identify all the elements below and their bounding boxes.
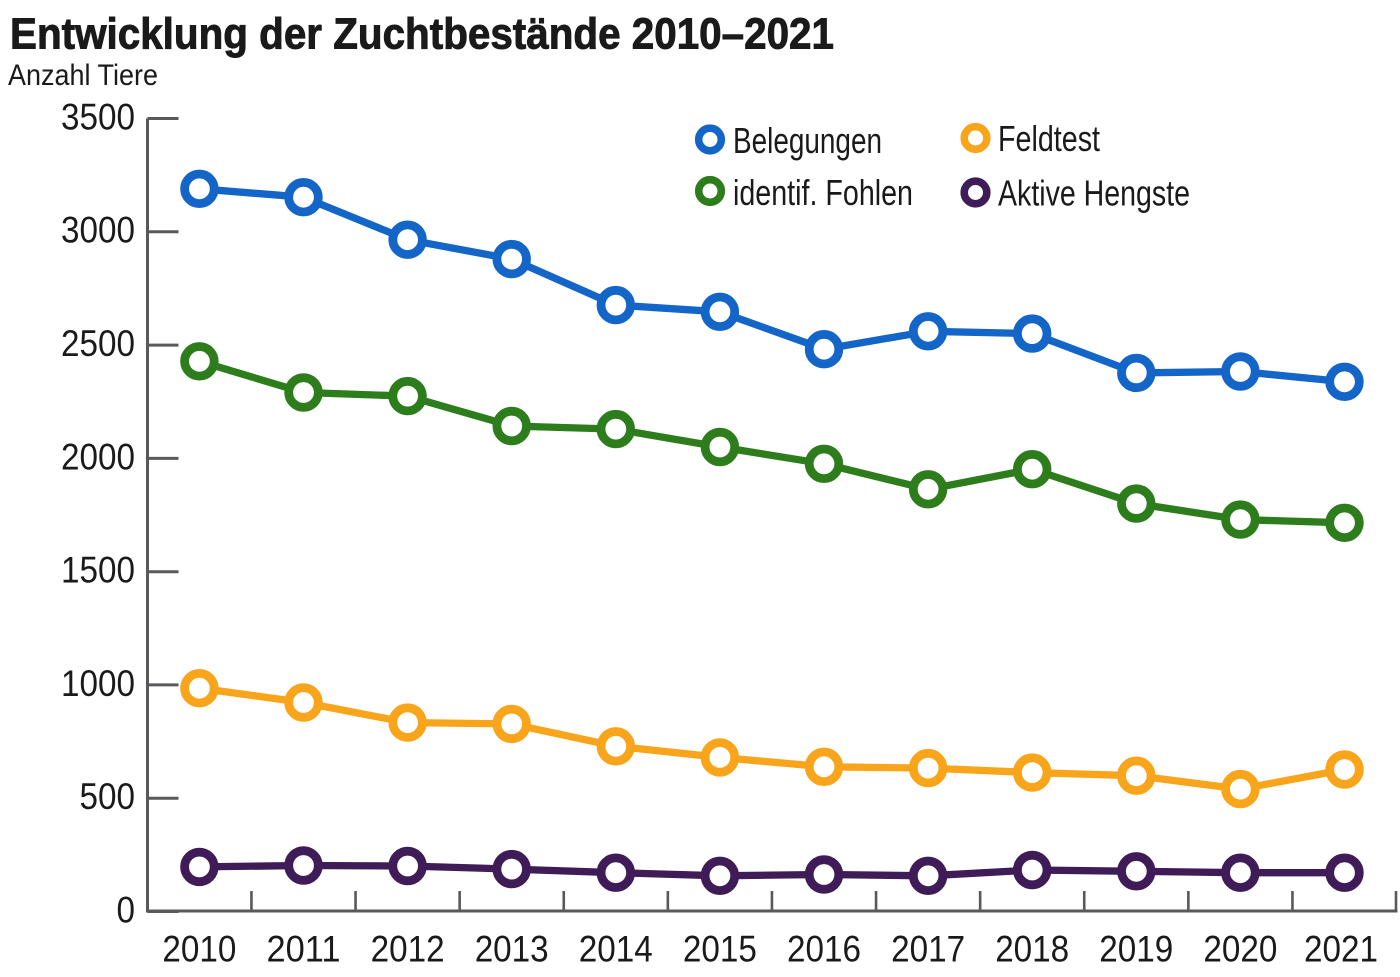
svg-text:2014: 2014 xyxy=(579,928,653,970)
svg-text:1000: 1000 xyxy=(61,663,135,704)
svg-text:0: 0 xyxy=(117,889,136,930)
svg-text:2013: 2013 xyxy=(475,928,549,970)
svg-text:2018: 2018 xyxy=(995,928,1069,970)
svg-text:2015: 2015 xyxy=(683,928,757,970)
svg-text:2020: 2020 xyxy=(1203,928,1277,970)
svg-text:2017: 2017 xyxy=(891,928,965,970)
svg-text:Belegungen: Belegungen xyxy=(733,120,882,161)
svg-text:500: 500 xyxy=(80,776,136,817)
svg-text:3500: 3500 xyxy=(61,96,135,137)
svg-text:2010: 2010 xyxy=(162,928,236,970)
svg-text:3000: 3000 xyxy=(61,210,135,251)
svg-text:Anzahl Tiere: Anzahl Tiere xyxy=(8,59,158,92)
svg-text:2000: 2000 xyxy=(61,436,135,477)
svg-text:Feldtest: Feldtest xyxy=(998,118,1100,159)
svg-text:2500: 2500 xyxy=(61,323,135,364)
svg-text:2019: 2019 xyxy=(1099,928,1173,970)
svg-text:1500: 1500 xyxy=(61,550,135,591)
svg-text:2011: 2011 xyxy=(267,928,341,970)
svg-text:2016: 2016 xyxy=(787,928,861,970)
svg-text:2021: 2021 xyxy=(1304,928,1378,970)
svg-text:Aktive Hengste: Aktive Hengste xyxy=(998,173,1190,214)
svg-text:2012: 2012 xyxy=(371,928,445,970)
svg-text:identif. Fohlen: identif. Fohlen xyxy=(733,172,913,213)
svg-text:Entwicklung der Zuchtbestände: Entwicklung der Zuchtbestände 2010–2021 xyxy=(10,11,834,59)
